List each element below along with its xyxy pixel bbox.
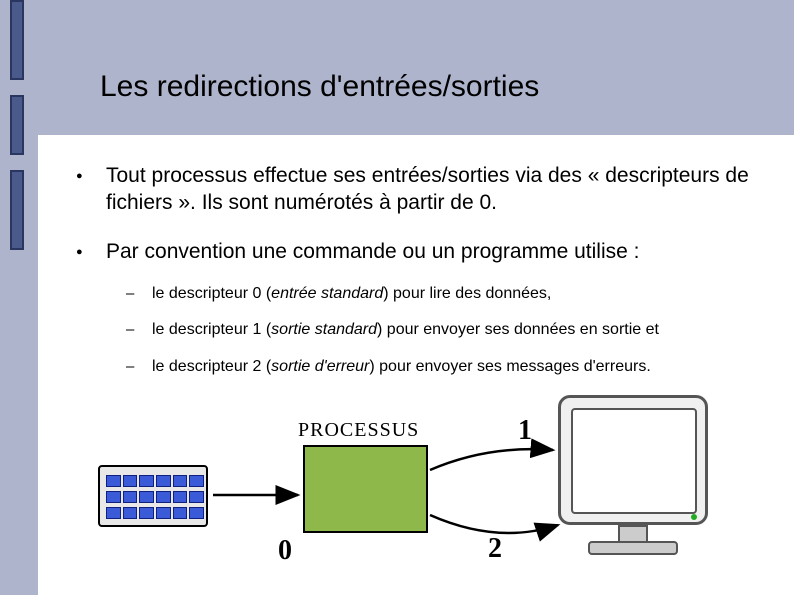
fd-label-2: 2 [488, 533, 502, 565]
sub-text: ) pour envoyer ses données en sortie et [377, 321, 659, 338]
slide-main: Les redirections d'entrées/sorties Tout … [38, 0, 794, 595]
sub-italic: entrée standard [271, 285, 383, 302]
sub-bullet-item: le descripteur 1 (sortie standard) pour … [106, 320, 764, 341]
bullet-list: Tout processus effectue ses entrées/sort… [68, 163, 764, 378]
sub-bullet-list: le descripteur 0 (entrée standard) pour … [106, 284, 764, 378]
slide-sidebar [0, 0, 38, 595]
sub-text: le descripteur 2 ( [152, 358, 271, 375]
slide-body: Tout processus effectue ses entrées/sort… [38, 135, 794, 595]
fd-label-1: 1 [518, 415, 532, 447]
sub-text: ) pour lire des données, [383, 285, 551, 302]
sidebar-block [10, 0, 24, 80]
slide-title: Les redirections d'entrées/sorties [38, 0, 794, 132]
sub-text: ) pour envoyer ses messages d'erreurs. [369, 358, 650, 375]
diagram-arrows [88, 375, 728, 585]
io-diagram: PROCESSUS 0 1 2 [88, 375, 728, 585]
bullet-item: Tout processus effectue ses entrées/sort… [68, 163, 764, 217]
bullet-item: Par convention une commande ou un progra… [68, 239, 764, 378]
sidebar-block [10, 170, 24, 250]
fd-label-0: 0 [278, 535, 292, 567]
sub-text: le descripteur 0 ( [152, 285, 271, 302]
bullet-text: Par convention une commande ou un progra… [106, 240, 639, 263]
sub-text: le descripteur 1 ( [152, 321, 271, 338]
sub-italic: sortie standard [271, 321, 377, 338]
sub-italic: sortie d'erreur [271, 358, 369, 375]
sidebar-block [10, 95, 24, 155]
sub-bullet-item: le descripteur 0 (entrée standard) pour … [106, 284, 764, 305]
